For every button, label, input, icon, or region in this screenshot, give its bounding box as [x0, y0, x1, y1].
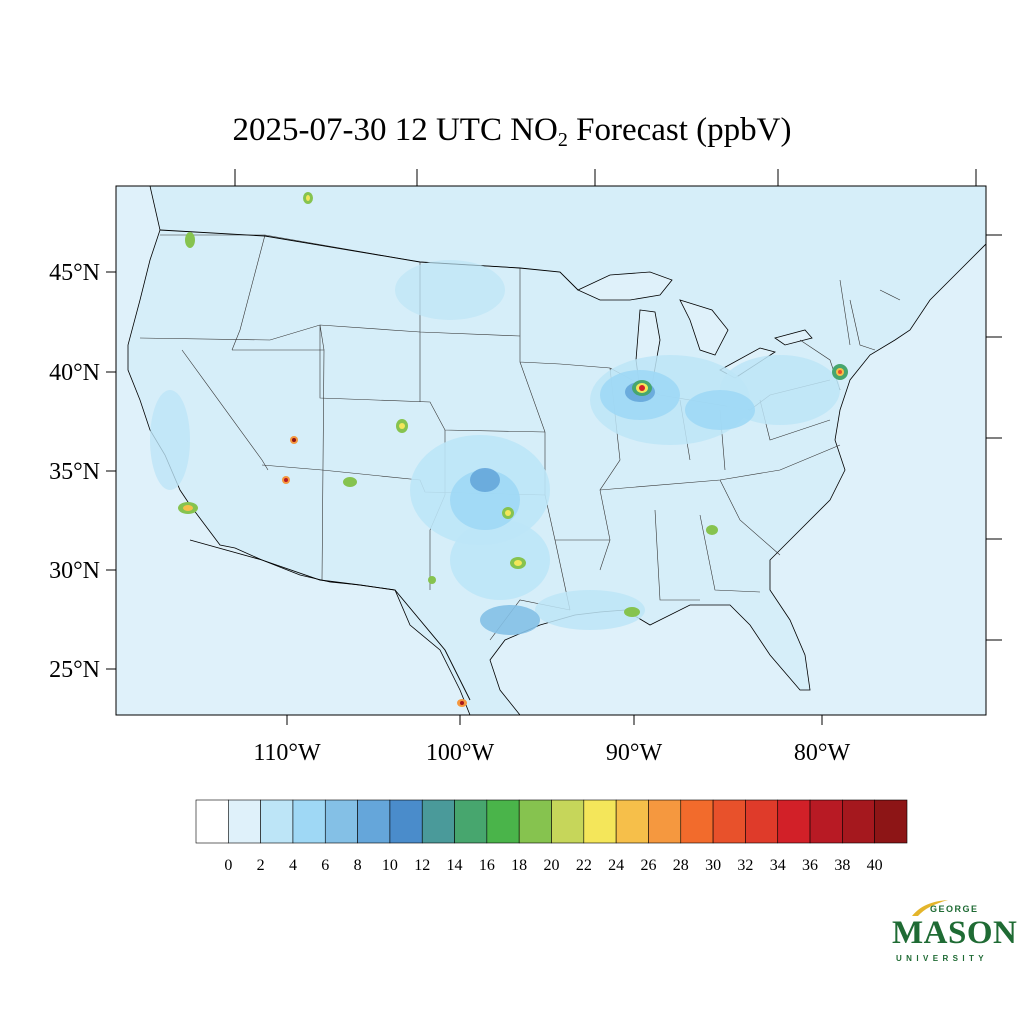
colorbar-tick-label: 34 [770, 857, 786, 874]
colorbar-swatch [292, 799, 326, 844]
colorbar-tick-label: 6 [321, 857, 329, 874]
colorbar-swatch [842, 799, 875, 844]
map-field [127, 186, 986, 715]
lon-label-110w: 110°W [253, 740, 321, 766]
hotspot-albuquerque [343, 477, 357, 487]
lon-label-90w: 90°W [606, 740, 663, 766]
colorbar-swatch [454, 799, 488, 844]
map-ticks [106, 169, 1002, 725]
colorbar [195, 799, 908, 844]
george-mason-logo: GEORGE MASON UNIVERSITY [892, 898, 1017, 968]
colorbar-tick-label: 8 [354, 857, 362, 874]
colorbar-swatch [228, 799, 261, 844]
title-subscript: 2 [557, 129, 568, 151]
colorbar-swatch [357, 799, 391, 844]
colorbar-swatch [777, 799, 811, 844]
lat-label-25: 25°N [49, 657, 100, 683]
logo-line-george: GEORGE [930, 904, 979, 914]
lat-label-40: 40°N [49, 360, 100, 386]
hotspot-atlanta [706, 525, 718, 535]
colorbar-swatch [874, 799, 908, 844]
colorbar-tick-label: 20 [544, 857, 560, 874]
hotspot-new-orleans [624, 607, 640, 617]
lon-label-100w: 100°W [426, 740, 495, 766]
hotspot-denver [396, 419, 408, 433]
colorbar-tick-label: 24 [608, 857, 624, 874]
lake-huron [679, 299, 729, 356]
map-title: 2025-07-30 12 UTC NO2 Forecast (ppbV) [0, 112, 1024, 152]
lat-label-35: 35°N [49, 459, 100, 485]
colorbar-tick-label: 28 [673, 857, 689, 874]
colorbar-swatch [712, 799, 746, 844]
colorbar-swatch [809, 799, 843, 844]
logo-line-university: UNIVERSITY [896, 954, 989, 963]
title-prefix: 2025-07-30 12 UTC NO [232, 112, 558, 148]
colorbar-tick-label: 16 [479, 857, 495, 874]
logo-swoosh-icon [912, 900, 948, 916]
lon-label-80w: 80°W [794, 740, 851, 766]
colorbar-labels: 0 2 4 6 8 10 12 14 16 18 20 22 24 26 28 30 32 34 36 38 40 [224, 857, 882, 874]
hotspot-chicago [632, 380, 652, 396]
lake-superior [577, 271, 673, 301]
colorbar-tick-label: 22 [576, 857, 592, 874]
colorbar-tick-label: 26 [640, 857, 656, 874]
hotspot-mexico-city [457, 699, 467, 707]
colorbar-tick-label: 40 [867, 857, 883, 874]
hotspot-houston [510, 557, 526, 569]
mexico-border [189, 539, 471, 701]
colorbar-swatch [421, 799, 455, 844]
map-frame [115, 185, 987, 716]
colorbar-swatch [486, 799, 520, 844]
colorbar-tick-label: 10 [382, 857, 398, 874]
colorbar-swatch [615, 799, 649, 844]
lat-label-30: 30°N [49, 558, 100, 584]
colorbar-swatch [389, 799, 423, 844]
lake-ontario [774, 329, 813, 346]
colorbar-swatch [260, 799, 294, 844]
hotspot-seattle [185, 232, 195, 248]
colorbar-swatch [324, 799, 358, 844]
hotspot-dallas [502, 507, 514, 519]
colorbar-tick-label: 38 [834, 857, 850, 874]
hotspot-new-york [832, 364, 848, 380]
colorbar-tick-label: 2 [257, 857, 265, 874]
colorbar-tick-label: 32 [737, 857, 753, 874]
colorbar-tick-label: 4 [289, 857, 297, 874]
colorbar-swatch [518, 799, 552, 844]
colorbar-swatch [680, 799, 714, 844]
colorbar-swatch [583, 799, 617, 844]
logo-line-mason: MASON [892, 915, 1018, 951]
hotspot-los-angeles [178, 502, 198, 514]
hotspot-four-corners [282, 476, 290, 484]
concentration-field [150, 260, 840, 635]
colorbar-tick-label: 0 [224, 857, 232, 874]
colorbar-swatch [551, 799, 585, 844]
colorbar-swatch [195, 799, 229, 844]
title-suffix: Forecast (ppbV) [567, 112, 792, 148]
colorbar-tick-label: 36 [802, 857, 818, 874]
colorbar-swatch [648, 799, 682, 844]
hotspots [178, 192, 848, 707]
colorbar-tick-label: 12 [414, 857, 430, 874]
colorbar-tick-label: 18 [511, 857, 527, 874]
colorbar-swatch [745, 799, 779, 844]
hotspot-salt-lake [290, 436, 298, 444]
lat-label-45: 45°N [49, 260, 100, 286]
colorbar-tick-label: 14 [447, 857, 463, 874]
colorbar-tick-label: 30 [705, 857, 721, 874]
hotspot-monterrey [428, 576, 436, 584]
hotspot-calgary [303, 192, 313, 204]
